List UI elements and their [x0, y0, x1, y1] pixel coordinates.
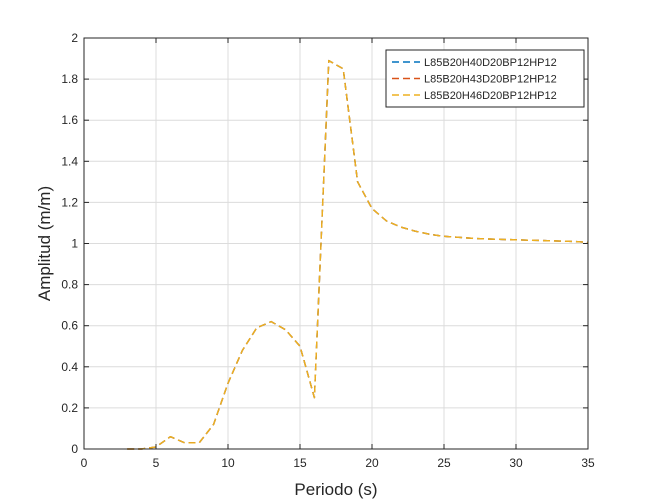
tick-labels: 0 5 10 15 20 25 30 35 0 0.2 0.4 0.6 0.8 1 1.2 1.4 1.6 1.8… — [61, 31, 595, 470]
y-tick-label: 1.8 — [61, 72, 78, 86]
y-tick-label: 0 — [71, 442, 78, 456]
x-tick-label: 35 — [581, 456, 595, 470]
y-tick-label: 0.8 — [61, 278, 78, 292]
x-tick-label: 10 — [221, 456, 235, 470]
y-axis-label: Amplitud (m/m) — [35, 186, 54, 301]
y-tick-label: 0.2 — [61, 401, 78, 415]
y-tick-label: 1.4 — [61, 154, 78, 168]
legend-label-1: L85B20H40D20BP12HP12 — [424, 57, 557, 69]
grid — [84, 38, 588, 449]
x-axis-label: Periodo (s) — [294, 480, 377, 499]
y-tick-label: 1.2 — [61, 195, 78, 209]
series-line-3 — [127, 59, 589, 450]
x-tick-label: 30 — [509, 456, 523, 470]
y-tick-label: 0.6 — [61, 319, 78, 333]
x-tick-label: 20 — [365, 456, 379, 470]
legend-label-2: L85B20H43D20BP12HP12 — [424, 74, 557, 86]
y-tick-label: 2 — [71, 31, 78, 45]
x-tick-label: 15 — [293, 456, 307, 470]
x-tick-label: 25 — [437, 456, 451, 470]
y-tick-label: 0.4 — [61, 360, 78, 374]
x-tick-label: 5 — [153, 456, 160, 470]
x-tick-label: 0 — [81, 456, 88, 470]
legend: L85B20H40D20BP12HP12 L85B20H43D20BP12HP12… — [385, 49, 585, 108]
y-tick-label: 1.6 — [61, 113, 78, 127]
legend-label-3: L85B20H46D20BP12HP12 — [424, 90, 557, 102]
series-group — [127, 59, 589, 450]
y-tick-label: 1 — [71, 237, 78, 251]
ticks — [83, 37, 589, 450]
